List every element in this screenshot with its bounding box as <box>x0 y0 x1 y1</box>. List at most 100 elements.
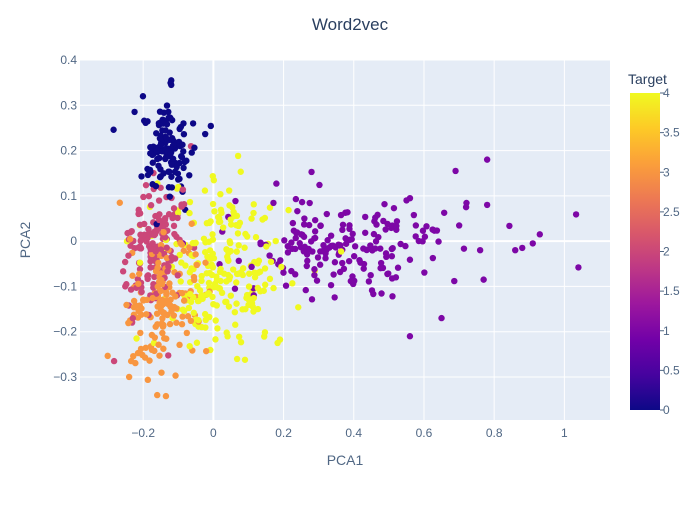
data-point <box>147 258 154 265</box>
data-point <box>167 150 174 158</box>
data-point <box>421 269 428 276</box>
data-point <box>330 271 337 278</box>
data-point <box>156 352 163 359</box>
data-point <box>344 209 351 216</box>
data-point <box>176 341 183 349</box>
data-point <box>412 233 419 240</box>
y-tick-label: −0.2 <box>53 325 77 339</box>
data-point <box>119 268 127 275</box>
data-point <box>179 289 186 297</box>
data-point <box>186 290 194 298</box>
data-point <box>170 222 178 230</box>
data-point <box>229 266 237 273</box>
data-point <box>157 241 165 249</box>
data-point <box>191 276 198 284</box>
x-tick-label: 1 <box>561 426 568 440</box>
data-point <box>218 289 226 297</box>
data-point <box>455 222 463 229</box>
data-point <box>180 247 187 254</box>
data-point <box>110 357 118 365</box>
data-point <box>476 246 484 254</box>
data-point <box>154 391 161 399</box>
data-point <box>435 238 442 245</box>
data-point <box>152 182 160 190</box>
data-point <box>212 336 219 343</box>
data-point <box>130 297 138 305</box>
data-point <box>180 131 188 138</box>
data-point <box>451 277 458 285</box>
data-point <box>186 172 193 179</box>
data-point <box>159 315 166 322</box>
data-point <box>227 292 235 299</box>
data-point <box>250 294 257 302</box>
data-point <box>180 297 188 304</box>
data-point <box>174 214 181 222</box>
data-point <box>402 242 409 250</box>
data-point <box>241 244 248 251</box>
data-point <box>575 264 582 271</box>
data-point <box>393 222 400 230</box>
data-point <box>201 310 209 318</box>
data-point <box>278 263 285 271</box>
data-point <box>267 258 275 265</box>
data-point <box>241 356 249 363</box>
data-point <box>184 313 192 320</box>
data-point <box>176 251 183 259</box>
data-point <box>186 343 193 350</box>
data-point <box>244 233 251 240</box>
data-point <box>182 262 189 269</box>
data-point <box>362 229 369 236</box>
data-point <box>339 226 346 234</box>
data-point <box>145 192 153 200</box>
data-point <box>149 294 156 302</box>
data-point <box>480 276 487 283</box>
data-point <box>429 254 437 262</box>
colorbar: Target 0 0.5 1 1.5 2 2.5 3 3.5 4 <box>628 71 680 417</box>
data-point <box>165 108 172 116</box>
data-point <box>192 251 199 258</box>
data-point <box>226 202 233 209</box>
data-point <box>181 158 188 166</box>
data-point <box>180 164 187 172</box>
data-point <box>160 229 167 236</box>
data-point <box>372 214 379 221</box>
data-point <box>304 257 311 265</box>
data-point <box>179 313 186 320</box>
data-point <box>412 222 420 229</box>
y-tick-label: 0.1 <box>60 189 77 203</box>
data-point <box>217 265 224 273</box>
data-point <box>388 252 396 260</box>
data-point <box>157 287 164 295</box>
data-point <box>159 329 166 337</box>
data-point <box>177 239 184 247</box>
data-point <box>135 307 142 315</box>
data-point <box>168 81 175 89</box>
data-point <box>280 269 287 276</box>
data-point <box>217 277 224 285</box>
data-point <box>235 222 242 230</box>
data-point <box>190 309 197 317</box>
data-point <box>356 256 363 264</box>
data-point <box>483 156 491 163</box>
data-point <box>381 200 388 208</box>
data-point <box>300 221 308 228</box>
data-point <box>179 141 186 148</box>
data-point <box>373 221 380 228</box>
data-point <box>160 309 168 317</box>
data-point <box>529 240 536 247</box>
data-point <box>129 272 136 279</box>
x-tick-label: 0.2 <box>275 426 292 440</box>
data-point <box>136 221 144 228</box>
data-point <box>144 376 152 384</box>
data-point <box>157 303 165 310</box>
data-point <box>377 259 385 267</box>
data-point <box>168 77 175 84</box>
data-point <box>438 314 445 322</box>
data-point <box>144 171 152 179</box>
data-point <box>216 261 223 268</box>
data-point <box>201 130 209 138</box>
data-point <box>225 303 233 310</box>
data-point <box>235 242 242 249</box>
data-point <box>214 213 222 221</box>
y-axis-title: PCA2 <box>17 222 33 259</box>
